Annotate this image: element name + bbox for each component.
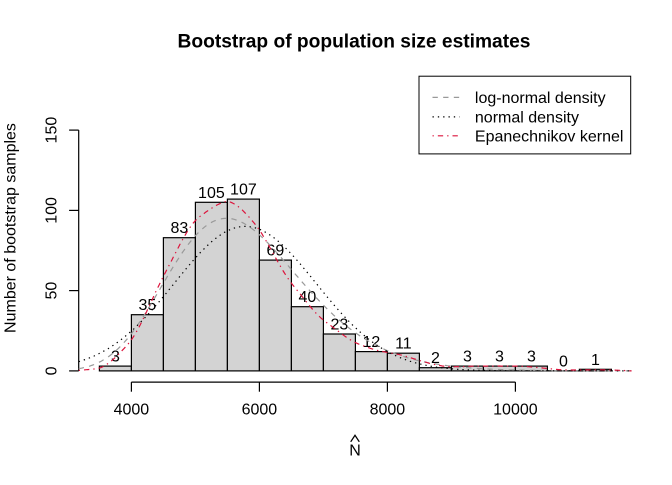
svg-text:3: 3 <box>463 349 472 366</box>
svg-text:0: 0 <box>559 353 568 370</box>
svg-text:2: 2 <box>431 350 440 367</box>
svg-text:3: 3 <box>111 349 120 366</box>
svg-text:N: N <box>349 443 361 460</box>
svg-text:11: 11 <box>395 336 412 353</box>
svg-text:log-normal density: log-normal density <box>475 90 606 107</box>
svg-text:1: 1 <box>591 352 600 369</box>
svg-text:35: 35 <box>139 297 157 314</box>
svg-text:83: 83 <box>171 220 189 237</box>
svg-text:Epanechnikov kernel: Epanechnikov kernel <box>475 128 624 145</box>
svg-text:0: 0 <box>44 366 61 375</box>
svg-text:6000: 6000 <box>242 402 278 419</box>
svg-text:normal density: normal density <box>475 110 579 127</box>
svg-text:100: 100 <box>44 197 61 224</box>
svg-text:150: 150 <box>44 117 61 144</box>
svg-text:50: 50 <box>44 282 61 300</box>
svg-text:8000: 8000 <box>370 402 406 419</box>
svg-text:Bootstrap of population size e: Bootstrap of population size estimates <box>178 32 531 53</box>
svg-text:23: 23 <box>331 317 349 334</box>
svg-text:Number of bootstrap samples: Number of bootstrap samples <box>3 123 20 333</box>
svg-text:105: 105 <box>198 185 225 202</box>
svg-text:3: 3 <box>495 349 504 366</box>
svg-text:12: 12 <box>363 334 381 351</box>
svg-text:40: 40 <box>299 289 317 306</box>
svg-text:107: 107 <box>230 182 257 199</box>
svg-text:3: 3 <box>527 349 536 366</box>
svg-text:4000: 4000 <box>114 402 150 419</box>
svg-text:10000: 10000 <box>493 402 538 419</box>
